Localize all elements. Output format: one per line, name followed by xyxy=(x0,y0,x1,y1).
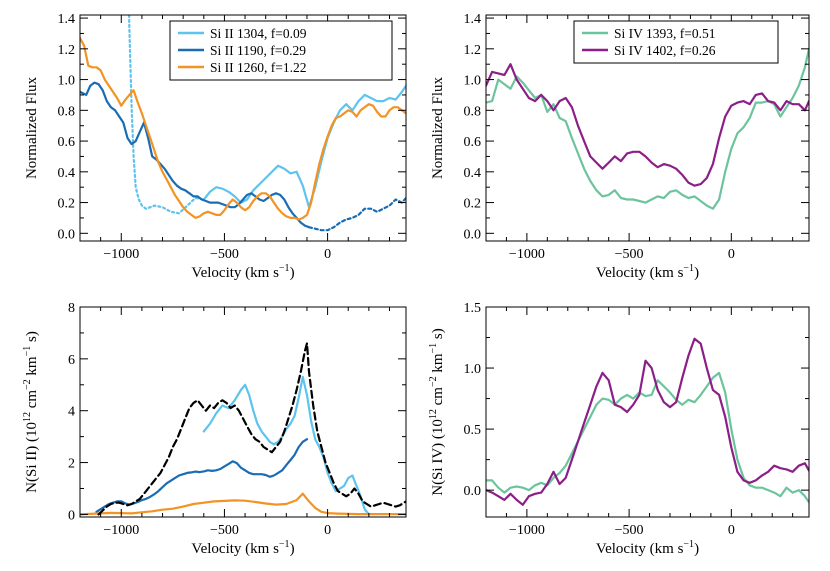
plot-frame xyxy=(79,306,407,518)
legend-label: Si II 1304, f=0.09 xyxy=(210,26,307,41)
y-tick-label: 1.2 xyxy=(464,43,482,58)
legend-label: Si II 1260, f=1.22 xyxy=(210,60,306,75)
plot-frame xyxy=(485,14,810,242)
y-tick-label: 0.0 xyxy=(464,227,482,242)
y-tick-label: 1.4 xyxy=(464,12,482,27)
series-group xyxy=(486,337,809,506)
y-tick-label: 1.4 xyxy=(58,12,76,27)
series-line-5 xyxy=(97,342,406,516)
series-line-3 xyxy=(80,81,311,229)
legend-label: Si II 1190, f=0.29 xyxy=(210,43,306,58)
x-tick-label: −500 xyxy=(615,247,644,262)
series-line-1 xyxy=(486,47,809,210)
series-line-4 xyxy=(307,196,406,232)
x-tick-label: −500 xyxy=(615,523,644,538)
y-tick-label: 0.5 xyxy=(464,423,482,438)
x-tick-label: −1000 xyxy=(103,247,139,262)
y-tick-label: 6 xyxy=(68,353,75,368)
y-tick-label: 0.2 xyxy=(58,197,76,212)
x-axis-label: Velocity (km s−1) xyxy=(191,539,294,557)
panel-2: −1000 −500 0 0.0 0.2 0.4 0.6 0.8 1.0 1.2 1.4 Veloci… xyxy=(430,12,810,281)
series-line-2 xyxy=(486,337,809,506)
series-line-5 xyxy=(80,36,406,221)
y-tick-label: 0.0 xyxy=(58,227,76,242)
y-tick-label: 0.8 xyxy=(58,104,76,119)
y-tick-label: 1.0 xyxy=(464,74,482,89)
series-line-1 xyxy=(202,375,309,446)
x-tick-label: −1000 xyxy=(509,247,545,262)
y-tick-label: 1.0 xyxy=(58,74,76,89)
panel-1: −1000 −500 0 0.0 0.2 0.4 0.6 0.8 1.0 1.2 1.4 Veloci… xyxy=(24,12,407,281)
series-line-1 xyxy=(486,371,809,504)
y-tick-label: 1.2 xyxy=(58,43,76,58)
y-tick-label: 0.0 xyxy=(464,484,482,499)
series-line-2 xyxy=(128,15,205,215)
panel-4: −1000 −500 0 0.0 0.5 1.0 1.5 Velocity (km s−1) N… xyxy=(428,301,810,557)
y-axis-label: N(Si IV) (1012 cm−2 km−1 s) xyxy=(428,328,446,496)
legend: Si II 1304, f=0.09 Si II 1190, f=0.29 Si I… xyxy=(169,20,393,81)
y-tick-label: 8 xyxy=(68,301,75,316)
y-tick-label: 1.0 xyxy=(464,362,482,377)
x-tick-label: 0 xyxy=(324,523,331,538)
x-tick-label: −500 xyxy=(210,523,239,538)
y-tick-label: 0.2 xyxy=(464,197,482,212)
series-line-2 xyxy=(486,63,809,187)
plot-frame xyxy=(485,306,810,518)
x-axis-label: Velocity (km s−1) xyxy=(596,263,699,281)
legend-label: Si IV 1402, f=0.26 xyxy=(614,43,716,58)
y-tick-label: 1.5 xyxy=(464,301,482,316)
series-line-1 xyxy=(202,84,406,209)
y-tick-label: 2 xyxy=(68,457,75,472)
x-tick-label: 0 xyxy=(728,247,735,262)
x-tick-label: −500 xyxy=(210,247,239,262)
legend-box xyxy=(169,20,393,81)
x-tick-label: 0 xyxy=(728,523,735,538)
y-tick-label: 4 xyxy=(68,405,75,420)
y-axis-label: Normalized Flux xyxy=(430,76,446,179)
legend: Si IV 1393, f=0.51 Si IV 1402, f=0.26 xyxy=(573,20,779,64)
y-tick-label: 0 xyxy=(68,508,75,523)
legend-box xyxy=(573,20,779,64)
y-axis-label: Normalized Flux xyxy=(24,76,40,179)
x-axis-label: Velocity (km s−1) xyxy=(596,539,699,557)
y-tick-label: 0.6 xyxy=(58,135,76,150)
panel-3: −1000 −500 0 0 2 4 6 8 Velocity (km s−1) N(Si II)… xyxy=(22,301,407,557)
series-group xyxy=(80,342,406,516)
plot-frame xyxy=(79,14,407,242)
x-tick-label: 0 xyxy=(324,247,331,262)
series-group xyxy=(80,15,406,232)
series-group xyxy=(486,47,809,210)
y-tick-label: 0.4 xyxy=(464,166,482,181)
x-tick-label: −1000 xyxy=(103,523,139,538)
x-axis-label: Velocity (km s−1) xyxy=(191,263,294,281)
y-tick-label: 0.6 xyxy=(464,135,482,150)
y-axis-label: N(Si II) (1012 cm−2 km−1 s) xyxy=(22,331,40,493)
series-line-4 xyxy=(80,492,406,516)
y-tick-label: 0.8 xyxy=(464,104,482,119)
x-tick-label: −1000 xyxy=(509,523,545,538)
series-line-3 xyxy=(95,438,309,513)
legend-label: Si IV 1393, f=0.51 xyxy=(614,26,716,41)
y-tick-label: 0.4 xyxy=(58,166,76,181)
